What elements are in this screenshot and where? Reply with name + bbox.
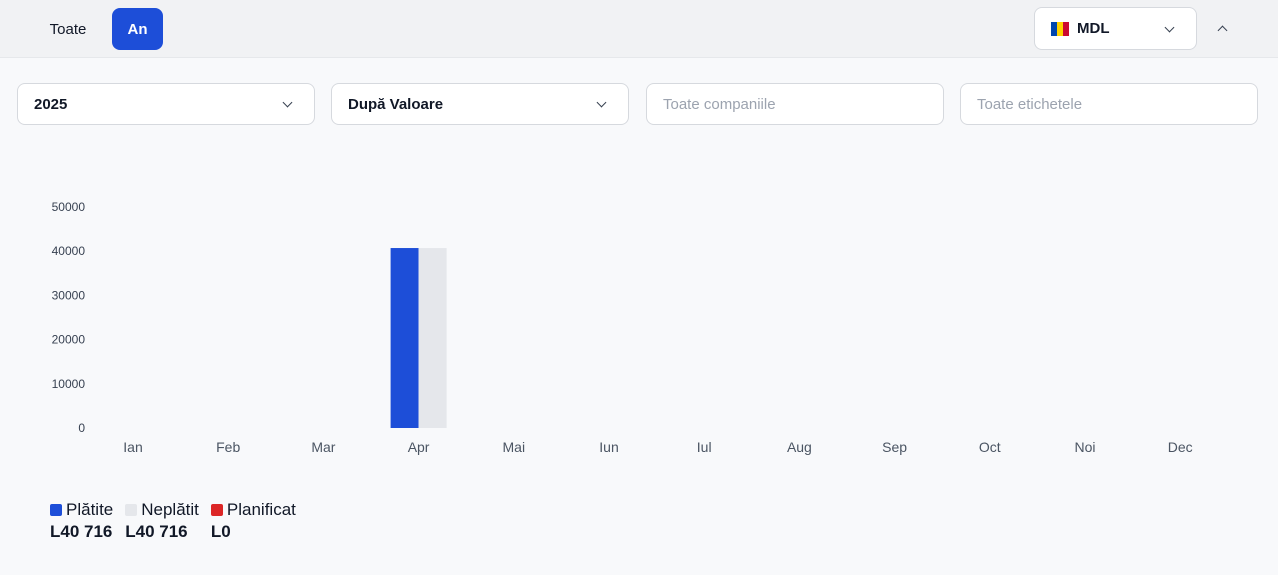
bar-plătite[interactable]	[390, 248, 419, 428]
collapse-button[interactable]	[1208, 14, 1238, 44]
tab-year[interactable]: An	[112, 8, 163, 50]
sort-select-value: După Valoare	[348, 95, 444, 113]
tab-all[interactable]: Toate	[49, 20, 87, 38]
chevron-down-icon	[282, 97, 293, 108]
chart-legend: Plătite L40 716 Neplătit L40 716 Planifi…	[50, 500, 296, 542]
year-select-value: 2025	[34, 95, 68, 113]
legend-label: Plătite	[66, 500, 114, 519]
legend-swatch	[210, 504, 223, 516]
x-tick-label: Noi	[1074, 439, 1095, 455]
tags-field[interactable]	[960, 83, 1258, 125]
top-bar: Toate An MDL	[0, 0, 1278, 58]
companies-input[interactable]	[663, 95, 943, 113]
chevron-down-icon	[596, 97, 607, 108]
legend-item-unpaid: Neplătit L40 716	[125, 500, 199, 542]
legend-total: L0	[210, 522, 231, 541]
chevron-up-icon	[1217, 25, 1228, 36]
companies-field[interactable]	[646, 83, 944, 125]
legend-item-paid: Plătite L40 716	[50, 500, 113, 542]
x-tick-label: Dec	[1168, 439, 1193, 455]
legend-swatch	[125, 504, 138, 516]
x-tick-label: Mar	[311, 439, 335, 455]
y-tick-label: 30000	[52, 288, 86, 302]
bar-neplătit[interactable]	[418, 248, 447, 428]
legend-label: Planificat	[226, 500, 296, 519]
currency-select[interactable]: MDL	[1034, 7, 1197, 50]
x-tick-label: Oct	[979, 439, 1001, 455]
legend-swatch	[50, 504, 62, 516]
x-tick-label: Iun	[599, 439, 618, 455]
legend-item-planned: Planificat L0	[210, 500, 296, 542]
x-tick-label: Apr	[408, 439, 430, 455]
y-tick-label: 40000	[52, 244, 86, 258]
year-select[interactable]: 2025	[17, 83, 315, 125]
y-tick-label: 10000	[52, 377, 86, 391]
x-tick-label: Feb	[216, 439, 240, 455]
x-tick-label: Ian	[123, 439, 142, 455]
tags-input[interactable]	[977, 95, 1257, 113]
x-tick-label: Iul	[697, 439, 712, 455]
legend-total: L40 716	[50, 522, 113, 541]
x-tick-label: Mai	[503, 439, 526, 455]
sort-select[interactable]: După Valoare	[331, 83, 629, 125]
x-tick-label: Aug	[787, 439, 812, 455]
monthly-bar-chart: 0 10000 20000 30000 40000 50000 Ian Feb Mar Apr Ma…	[52, 200, 1193, 455]
y-tick-label: 0	[78, 421, 85, 435]
legend-label: Neplătit	[141, 500, 199, 519]
y-tick-label: 50000	[52, 200, 86, 214]
chevron-down-icon	[1164, 22, 1175, 33]
moldova-flag-icon	[1051, 21, 1069, 36]
x-tick-label: Sep	[882, 439, 907, 455]
currency-code: MDL	[1077, 20, 1110, 37]
y-tick-label: 20000	[52, 333, 86, 347]
legend-total: L40 716	[125, 522, 188, 541]
